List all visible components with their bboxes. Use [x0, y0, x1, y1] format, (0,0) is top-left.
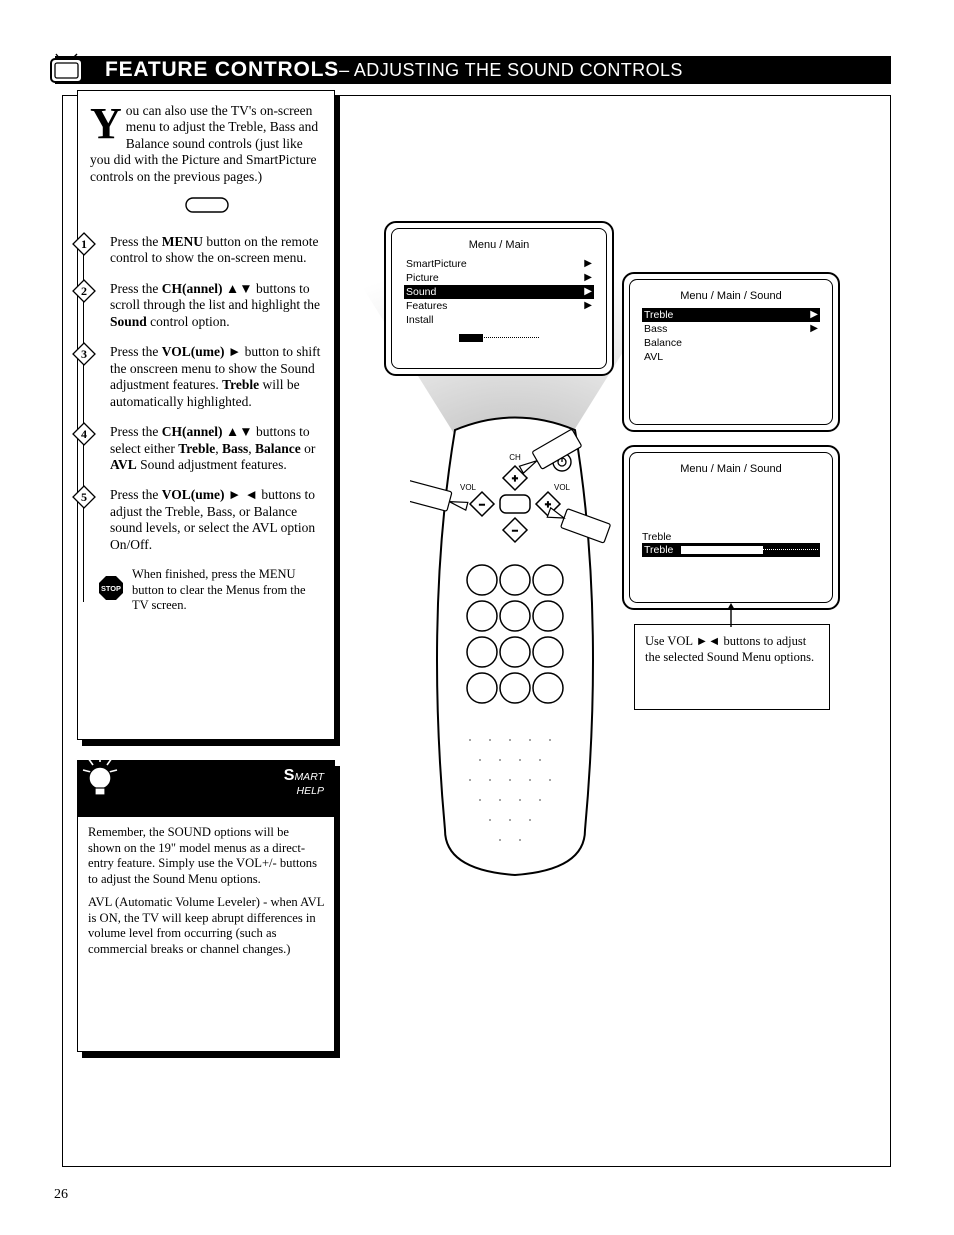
header-bar: FEATURE CONTROLS – ADJUSTING THE SOUND C…	[55, 56, 891, 84]
screen3-header: Menu / Main / Sound	[642, 463, 820, 475]
menu-row: Features▶	[404, 299, 594, 313]
step-number-1: 1	[72, 232, 96, 260]
svg-text:3: 3	[81, 347, 87, 361]
stop-icon: STOP	[98, 575, 124, 605]
page: FEATURE CONTROLS – ADJUSTING THE SOUND C…	[0, 0, 954, 1235]
screen-main-menu: Menu / Main SmartPicture▶Picture▶Sound▶F…	[384, 221, 614, 376]
screen3-slider-label: Treble	[644, 544, 673, 556]
step-3: 3 Press the VOL(ume) ► button to shift t…	[90, 344, 324, 410]
smart-header: SMART HELP	[78, 761, 334, 817]
smart-header-text: SMART HELP	[284, 767, 324, 797]
menu-row: SmartPicture▶	[404, 257, 594, 271]
smart-help-elp: ELP	[304, 785, 324, 797]
menu-pill-graphic	[90, 197, 324, 217]
svg-text:−: −	[479, 500, 485, 511]
lightbulb-icon	[80, 752, 120, 810]
smart-s-line: MART	[294, 771, 324, 783]
smart-body: Remember, the SOUND options will be show…	[78, 817, 334, 973]
info-box: Use VOL ►◄ buttons to adjust the selecte…	[634, 624, 830, 710]
note-row: STOP When finished, press the MENU butto…	[90, 567, 324, 613]
screen-sound-menu: Menu / Main / Sound Treble▶Bass▶BalanceA…	[622, 272, 840, 432]
step-number-2: 2	[72, 279, 96, 307]
menu-row: Picture▶	[404, 271, 594, 285]
step-number-5: 5	[72, 485, 96, 513]
steps-list: 1 Press the MENU button on the remote co…	[90, 234, 324, 554]
steps-card: Y ou can also use the TV's on-screen men…	[77, 90, 335, 740]
menu-row: Treble▶	[642, 308, 820, 322]
screen3-slider-row: Treble	[642, 543, 820, 557]
step-5: 5 Press the VOL(ume) ► ◄ buttons to adju…	[90, 487, 324, 553]
step-2: 2 Press the CH(annel) ▲▼ buttons to scro…	[90, 281, 324, 330]
svg-text:STOP: STOP	[101, 584, 121, 593]
menu-row: Balance	[642, 336, 820, 350]
intro-body: ou can also use the TV's on-screen menu …	[90, 103, 324, 185]
step-2-text: Press the CH(annel) ▲▼ buttons to scroll…	[110, 281, 320, 329]
smart-p1: Remember, the SOUND options will be show…	[88, 825, 324, 888]
svg-text:−: −	[512, 526, 518, 537]
svg-text:1: 1	[81, 237, 87, 251]
ch-label: CH	[509, 453, 521, 462]
intro-initial: Y	[90, 103, 126, 142]
step-5-text: Press the VOL(ume) ► ◄ buttons to adjust…	[110, 487, 315, 551]
smart-p2: AVL (Automatic Volume Leveler) - when AV…	[88, 895, 324, 958]
menu-row: Sound▶	[404, 285, 594, 299]
screen1-header: Menu / Main	[404, 239, 594, 251]
menu-row: Bass▶	[642, 322, 820, 336]
step-1: 1 Press the MENU button on the remote co…	[90, 234, 324, 267]
step-4-text: Press the CH(annel) ▲▼ buttons to select…	[110, 424, 315, 472]
info-arrow	[730, 603, 732, 625]
page-number: 26	[54, 1187, 68, 1203]
smart-help-h: H	[297, 785, 305, 797]
header-title: FEATURE CONTROLS	[105, 58, 339, 82]
note-text: When finished, press the MENU button to …	[132, 567, 324, 613]
step-3-text: Press the VOL(ume) ► button to shift the…	[110, 344, 320, 408]
svg-text:4: 4	[81, 427, 87, 441]
step-number-3: 3	[72, 342, 96, 370]
smart-card: SMART HELP Remember, the SOUND options w…	[77, 760, 335, 1052]
screen1-slider	[404, 333, 594, 345]
svg-text:VOL: VOL	[554, 483, 571, 492]
svg-text:5: 5	[81, 490, 87, 504]
svg-text:2: 2	[81, 284, 87, 298]
menu-row: Install	[404, 313, 594, 327]
menu-row: AVL	[642, 350, 820, 364]
screen2-header: Menu / Main / Sound	[642, 290, 820, 302]
screen3-note: Treble	[642, 531, 820, 543]
tv-icon	[50, 53, 83, 86]
remote-control-graphic: + − − + CH VOL VOL	[410, 410, 620, 880]
step-1-text: Press the MENU button on the remote cont…	[110, 234, 318, 265]
header-subtitle: – ADJUSTING THE SOUND CONTROLS	[339, 60, 683, 81]
screen-treble-adjust: Menu / Main / Sound Treble Treble	[622, 445, 840, 610]
svg-text:VOL: VOL	[460, 483, 477, 492]
step-4: 4 Press the CH(annel) ▲▼ buttons to sele…	[90, 424, 324, 473]
step-number-4: 4	[72, 422, 96, 450]
svg-text:+: +	[512, 474, 518, 485]
